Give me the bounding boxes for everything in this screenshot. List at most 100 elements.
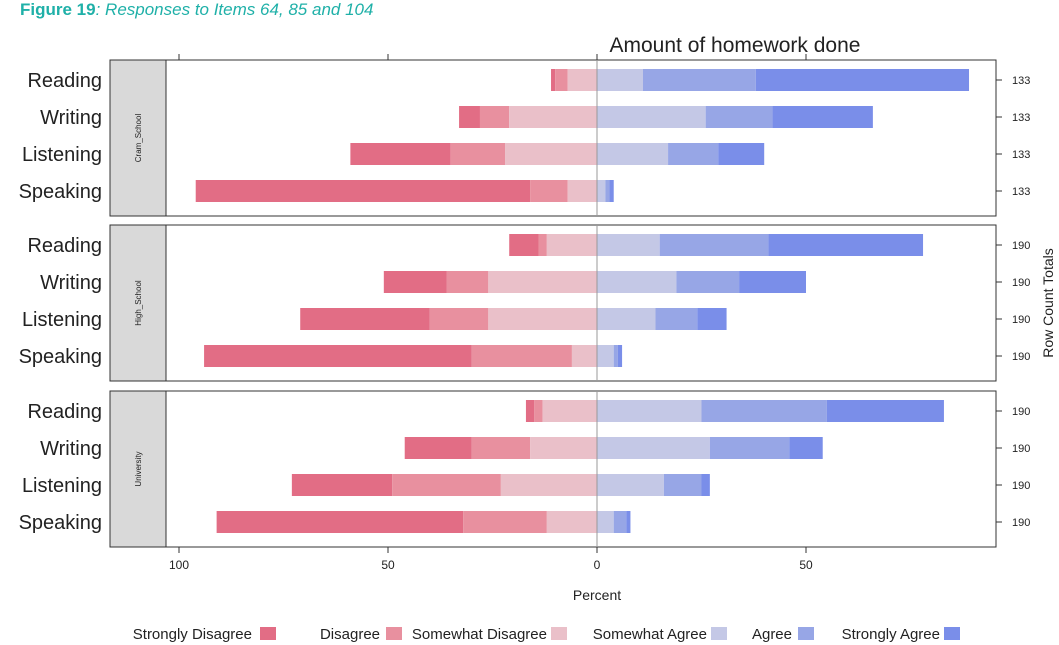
bar-segment-somewhat-disagree (488, 308, 597, 330)
row-total-label: 190 (1012, 406, 1030, 418)
bar-segment-somewhat-disagree (488, 271, 597, 293)
legend-label: Agree (752, 626, 792, 643)
x-tick-label: 50 (381, 558, 395, 572)
right-axis-label: Row Count Totals (1040, 248, 1056, 357)
bar-segment-agree (613, 345, 618, 367)
panel-frame (165, 59, 997, 217)
bar-segment-agree (709, 437, 790, 459)
bar-segment-disagree (429, 308, 489, 330)
bar-segment-somewhat-disagree (567, 69, 597, 91)
row-label: Speaking (19, 346, 102, 368)
bar-segment-strongly-agree (697, 308, 727, 330)
legend-label: Somewhat Disagree (412, 626, 547, 643)
bar-segment-strongly-disagree (404, 437, 472, 459)
bar-segment-strongly-agree (718, 143, 765, 165)
x-tick-label: 0 (594, 558, 601, 572)
bar-segment-strongly-agree (701, 474, 710, 496)
legend-swatch (551, 627, 567, 640)
row-total-label: 190 (1012, 480, 1030, 492)
figure-label: Figure 19: Responses to Items 64, 85 and… (20, 0, 373, 20)
bar-segment-somewhat-disagree (509, 106, 597, 128)
bar-segment-somewhat-agree (597, 345, 614, 367)
bar-segment-disagree (555, 69, 568, 91)
row-label: Reading (27, 70, 102, 92)
figure-caption: : Responses to Items 64, 85 and 104 (95, 0, 374, 19)
row-label: Speaking (19, 512, 102, 534)
bar-segment-strongly-agree (626, 511, 631, 533)
row-total-label: 190 (1012, 240, 1030, 252)
row-label: Speaking (19, 181, 102, 203)
bar-segment-disagree (446, 271, 489, 293)
bar-segment-strongly-agree (826, 400, 944, 422)
bar-segment-somewhat-agree (597, 143, 669, 165)
panel-cram-school: Cram_School Reading 133 Writing 133 Listening… (19, 59, 1030, 217)
bar-segment-agree (668, 143, 719, 165)
row-total-label: 133 (1012, 75, 1030, 87)
x-tick-label: 50 (799, 558, 813, 572)
bar-segment-disagree (530, 180, 568, 202)
row-total-label: 190 (1012, 517, 1030, 529)
bar-segment-strongly-agree (772, 106, 873, 128)
bar-segment-somewhat-agree (597, 474, 664, 496)
panels: Cram_School Reading 133 Writing 133 Listening… (19, 59, 1030, 548)
bar-segment-somewhat-agree (597, 308, 656, 330)
bar-segment-somewhat-disagree (571, 345, 597, 367)
row-total-label: 190 (1012, 351, 1030, 363)
bar-segment-strongly-disagree (551, 69, 556, 91)
legend-label: Somewhat Agree (593, 626, 707, 643)
bar-segment-agree (701, 400, 827, 422)
figure-number: Figure 19 (20, 0, 96, 19)
row-label: Writing (40, 107, 102, 129)
row-total-label: 190 (1012, 314, 1030, 326)
panel-university: University Reading 190 Writing 190 Listening 1… (19, 390, 1030, 548)
bar-segment-agree (663, 474, 702, 496)
legend-swatch (798, 627, 814, 640)
row-total-label: 133 (1012, 186, 1030, 198)
bar-segment-somewhat-disagree (530, 437, 597, 459)
bar-segment-somewhat-agree (597, 271, 677, 293)
legend-label: Strongly Disagree (133, 626, 252, 643)
bar-segment-agree (605, 180, 610, 202)
row-label: Listening (22, 475, 102, 497)
row-label: Reading (27, 401, 102, 423)
bar-segment-somewhat-agree (597, 106, 706, 128)
row-total-label: 190 (1012, 277, 1030, 289)
bar-segment-disagree (450, 143, 506, 165)
bar-segment-agree (676, 271, 740, 293)
bar-segment-strongly-disagree (216, 511, 464, 533)
bar-segment-strongly-disagree (509, 234, 539, 256)
chart-title: Amount of homework done (610, 34, 861, 57)
panel-strip-label: Cram_School (134, 114, 143, 163)
bar-segment-somewhat-disagree (505, 143, 597, 165)
legend-swatch (944, 627, 960, 640)
bar-segment-agree (613, 511, 627, 533)
bar-segment-somewhat-agree (597, 400, 702, 422)
bar-segment-strongly-agree (768, 234, 924, 256)
bar-segment-disagree (534, 400, 543, 422)
x-tick-label: 100 (169, 558, 189, 572)
legend-swatch (386, 627, 402, 640)
bar-segment-strongly-disagree (350, 143, 451, 165)
bar-segment-disagree (471, 437, 531, 459)
bar-segment-strongly-disagree (300, 308, 430, 330)
bar-segment-agree (655, 308, 698, 330)
row-label: Writing (40, 438, 102, 460)
row-total-label: 190 (1012, 443, 1030, 455)
x-axis-label: Percent (573, 587, 621, 603)
bar-segment-somewhat-agree (597, 180, 606, 202)
bar-segment-agree (659, 234, 769, 256)
row-label: Writing (40, 272, 102, 294)
legend-label: Strongly Agree (842, 626, 940, 643)
panel-frame (165, 224, 997, 382)
panel-strip (109, 390, 167, 548)
bar-segment-somewhat-disagree (546, 511, 597, 533)
bar-segment-somewhat-disagree (567, 180, 597, 202)
bar-segment-strongly-agree (755, 69, 970, 91)
bar-segment-disagree (471, 345, 572, 367)
panel-strip (109, 59, 167, 217)
panel-strip-label: High_School (134, 280, 143, 326)
panel-high-school: High_School Reading 190 Writing 190 Listening… (19, 224, 1030, 382)
bar-segment-disagree (392, 474, 501, 496)
row-label: Listening (22, 144, 102, 166)
panel-frame (165, 390, 997, 548)
